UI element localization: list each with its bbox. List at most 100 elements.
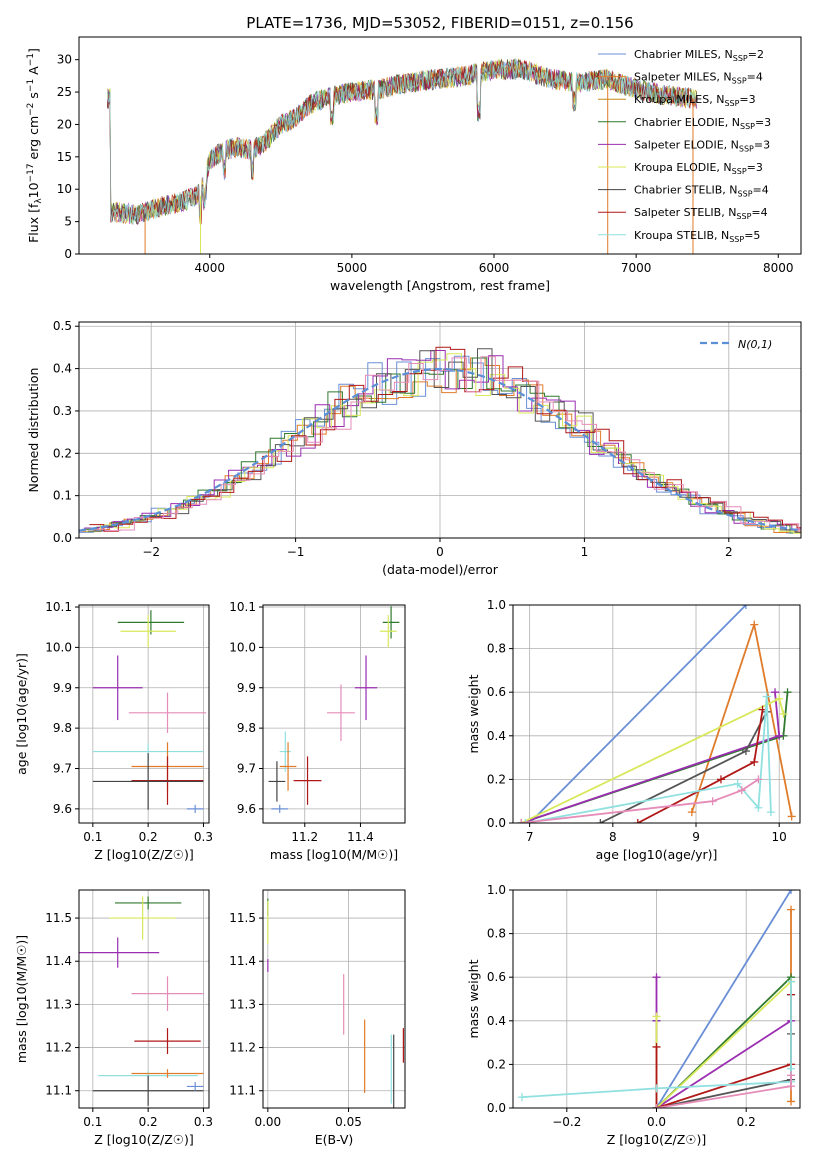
axes-frame <box>78 889 210 1109</box>
y-tick-label: 11.5 <box>229 911 256 925</box>
x-tick-label: 6000 <box>479 261 510 275</box>
y-tick-label: 9.7 <box>237 762 256 776</box>
x-tick-label: 0.2 <box>139 830 158 844</box>
x-tick-label: 4000 <box>194 261 225 275</box>
weight-line <box>656 994 792 1108</box>
weight-line <box>655 890 792 1108</box>
error-bar-point <box>379 615 397 648</box>
x-axis-label: mass [log10(M/M☉)] <box>270 847 398 862</box>
x-tick-label: −2 <box>142 545 160 559</box>
weight-marker <box>779 710 788 718</box>
weight-marker <box>652 1012 661 1021</box>
x-tick-label: 0.2 <box>737 1115 756 1129</box>
y-tick-label: 0.4 <box>487 729 506 743</box>
panel-mass_vs_Z: mass [log10(M/M☉)] 0.1 0.2 0.3 11.1 11.2 11.3 1… <box>14 889 213 1147</box>
error-bar-point <box>120 615 176 648</box>
y-axis-label: Normed distribution <box>26 368 41 493</box>
legend-label: Kroupa ELODIE, NSSP=3 <box>634 161 763 176</box>
weight-marker <box>750 757 759 766</box>
x-axis-label: Z [log10(Z/Z☉)] <box>94 847 194 862</box>
y-tick-label: 0.0 <box>53 531 72 545</box>
x-tick-label: 0.00 <box>254 1115 281 1129</box>
y-tick-label: 0.8 <box>487 927 506 941</box>
error-bar-point <box>279 742 297 791</box>
panel-mass_weight_vs_age: mass weight 7 8 9 10 0.0 0.2 0.4 0.6 0.8 1.0 age [l… <box>466 598 801 862</box>
weight-marker <box>787 1097 796 1106</box>
y-tick-label: 30 <box>57 53 72 67</box>
x-tick-label: 0.1 <box>83 1115 102 1129</box>
weight-marker <box>754 803 763 812</box>
y-tick-label: 11.4 <box>45 954 72 968</box>
panels: Chabrier MILES, NSSP=2 Salpeter MILES, NS… <box>14 36 802 1147</box>
error-bar-point <box>279 731 291 772</box>
legend-label: N(0,1) <box>738 338 772 351</box>
weight-marker <box>771 688 780 697</box>
legend-label: Salpeter MILES, NSSP=4 <box>634 71 763 86</box>
weight-marker <box>750 620 759 629</box>
y-tick-label: 11.3 <box>229 997 256 1011</box>
weight-marker <box>787 890 796 894</box>
y-tick-label: 9.9 <box>237 681 256 695</box>
weight-line <box>655 994 792 1108</box>
weight-marker <box>733 779 742 788</box>
x-tick-label: −0.2 <box>552 1115 581 1129</box>
y-tick-label: 10.1 <box>229 600 256 614</box>
x-tick-label: 11.2 <box>291 830 318 844</box>
y-tick-label: 11.2 <box>45 1041 72 1055</box>
x-axis-label: age [log10(age/yr)] <box>596 847 718 862</box>
plot-area <box>107 57 698 254</box>
axes-frame <box>78 604 210 824</box>
x-tick-label: 0.1 <box>83 830 102 844</box>
plot-area <box>268 606 400 813</box>
y-tick-label: 25 <box>57 85 72 99</box>
weight-line <box>520 697 785 823</box>
error-bar-point <box>134 1028 201 1055</box>
error-bar-point <box>382 606 400 639</box>
weight-marker <box>708 797 717 806</box>
x-tick-label: 0.3 <box>194 830 213 844</box>
y-tick-label: 11.1 <box>45 1084 72 1098</box>
y-tick-label: 0.1 <box>53 489 72 503</box>
x-tick-label: 8000 <box>763 261 794 275</box>
error-bar-point <box>92 1075 204 1106</box>
y-axis-label: Flux [fλ10−17 erg cm−2 s−1 A−1] <box>26 48 44 243</box>
x-tick-label: 0.3 <box>194 1115 213 1129</box>
weight-marker <box>787 1071 796 1080</box>
weight-marker <box>787 905 796 914</box>
error-bar-point <box>114 896 182 910</box>
legend-label: Salpeter ELODIE, NSSP=3 <box>634 138 770 153</box>
plot-area <box>517 605 796 823</box>
x-tick-label: 7 <box>526 830 534 844</box>
panel-spectrum: Chabrier MILES, NSSP=2 Salpeter MILES, NS… <box>26 36 802 293</box>
error-bar-point <box>128 692 207 733</box>
legend-label: Chabrier ELODIE, NSSP=3 <box>634 116 771 131</box>
weight-marker <box>596 819 605 823</box>
x-axis-label: Z [log10(Z/Z☉)] <box>94 1132 194 1147</box>
y-tick-label: 10.0 <box>229 640 256 654</box>
y-tick-label: 20 <box>57 117 72 131</box>
legend-label: Chabrier STELIB, NSSP=4 <box>634 184 769 199</box>
weight-marker <box>716 775 725 784</box>
weight-marker <box>741 747 750 756</box>
y-tick-label: 9.8 <box>237 721 256 735</box>
weight-marker <box>754 775 763 784</box>
panel-age_vs_Z: age [log10(age/yr)] 0.1 0.2 0.3 9.6 9.7 9.8 9.9… <box>14 600 213 862</box>
error-bar-point <box>354 655 378 721</box>
x-tick-label: 10 <box>772 830 787 844</box>
plot-area <box>92 610 207 813</box>
y-tick-label: 0.6 <box>487 685 506 699</box>
weight-marker <box>787 1082 796 1091</box>
x-tick-label: 0.0 <box>647 1115 666 1129</box>
figure-title: PLATE=1736, MJD=53052, FIBERID=0151, z=0… <box>246 14 633 32</box>
x-tick-label: 9 <box>692 830 700 844</box>
x-axis-label: wavelength [Angstrom, rest frame] <box>330 278 550 293</box>
y-tick-label: 10 <box>57 182 72 196</box>
weight-marker <box>521 819 530 823</box>
error-bar-point <box>186 1082 204 1091</box>
plot-area <box>79 346 801 534</box>
y-tick-label: 1.0 <box>487 883 506 897</box>
axes-frame <box>262 889 406 1109</box>
x-tick-label: 1 <box>581 545 589 559</box>
error-bar-point <box>92 753 204 810</box>
